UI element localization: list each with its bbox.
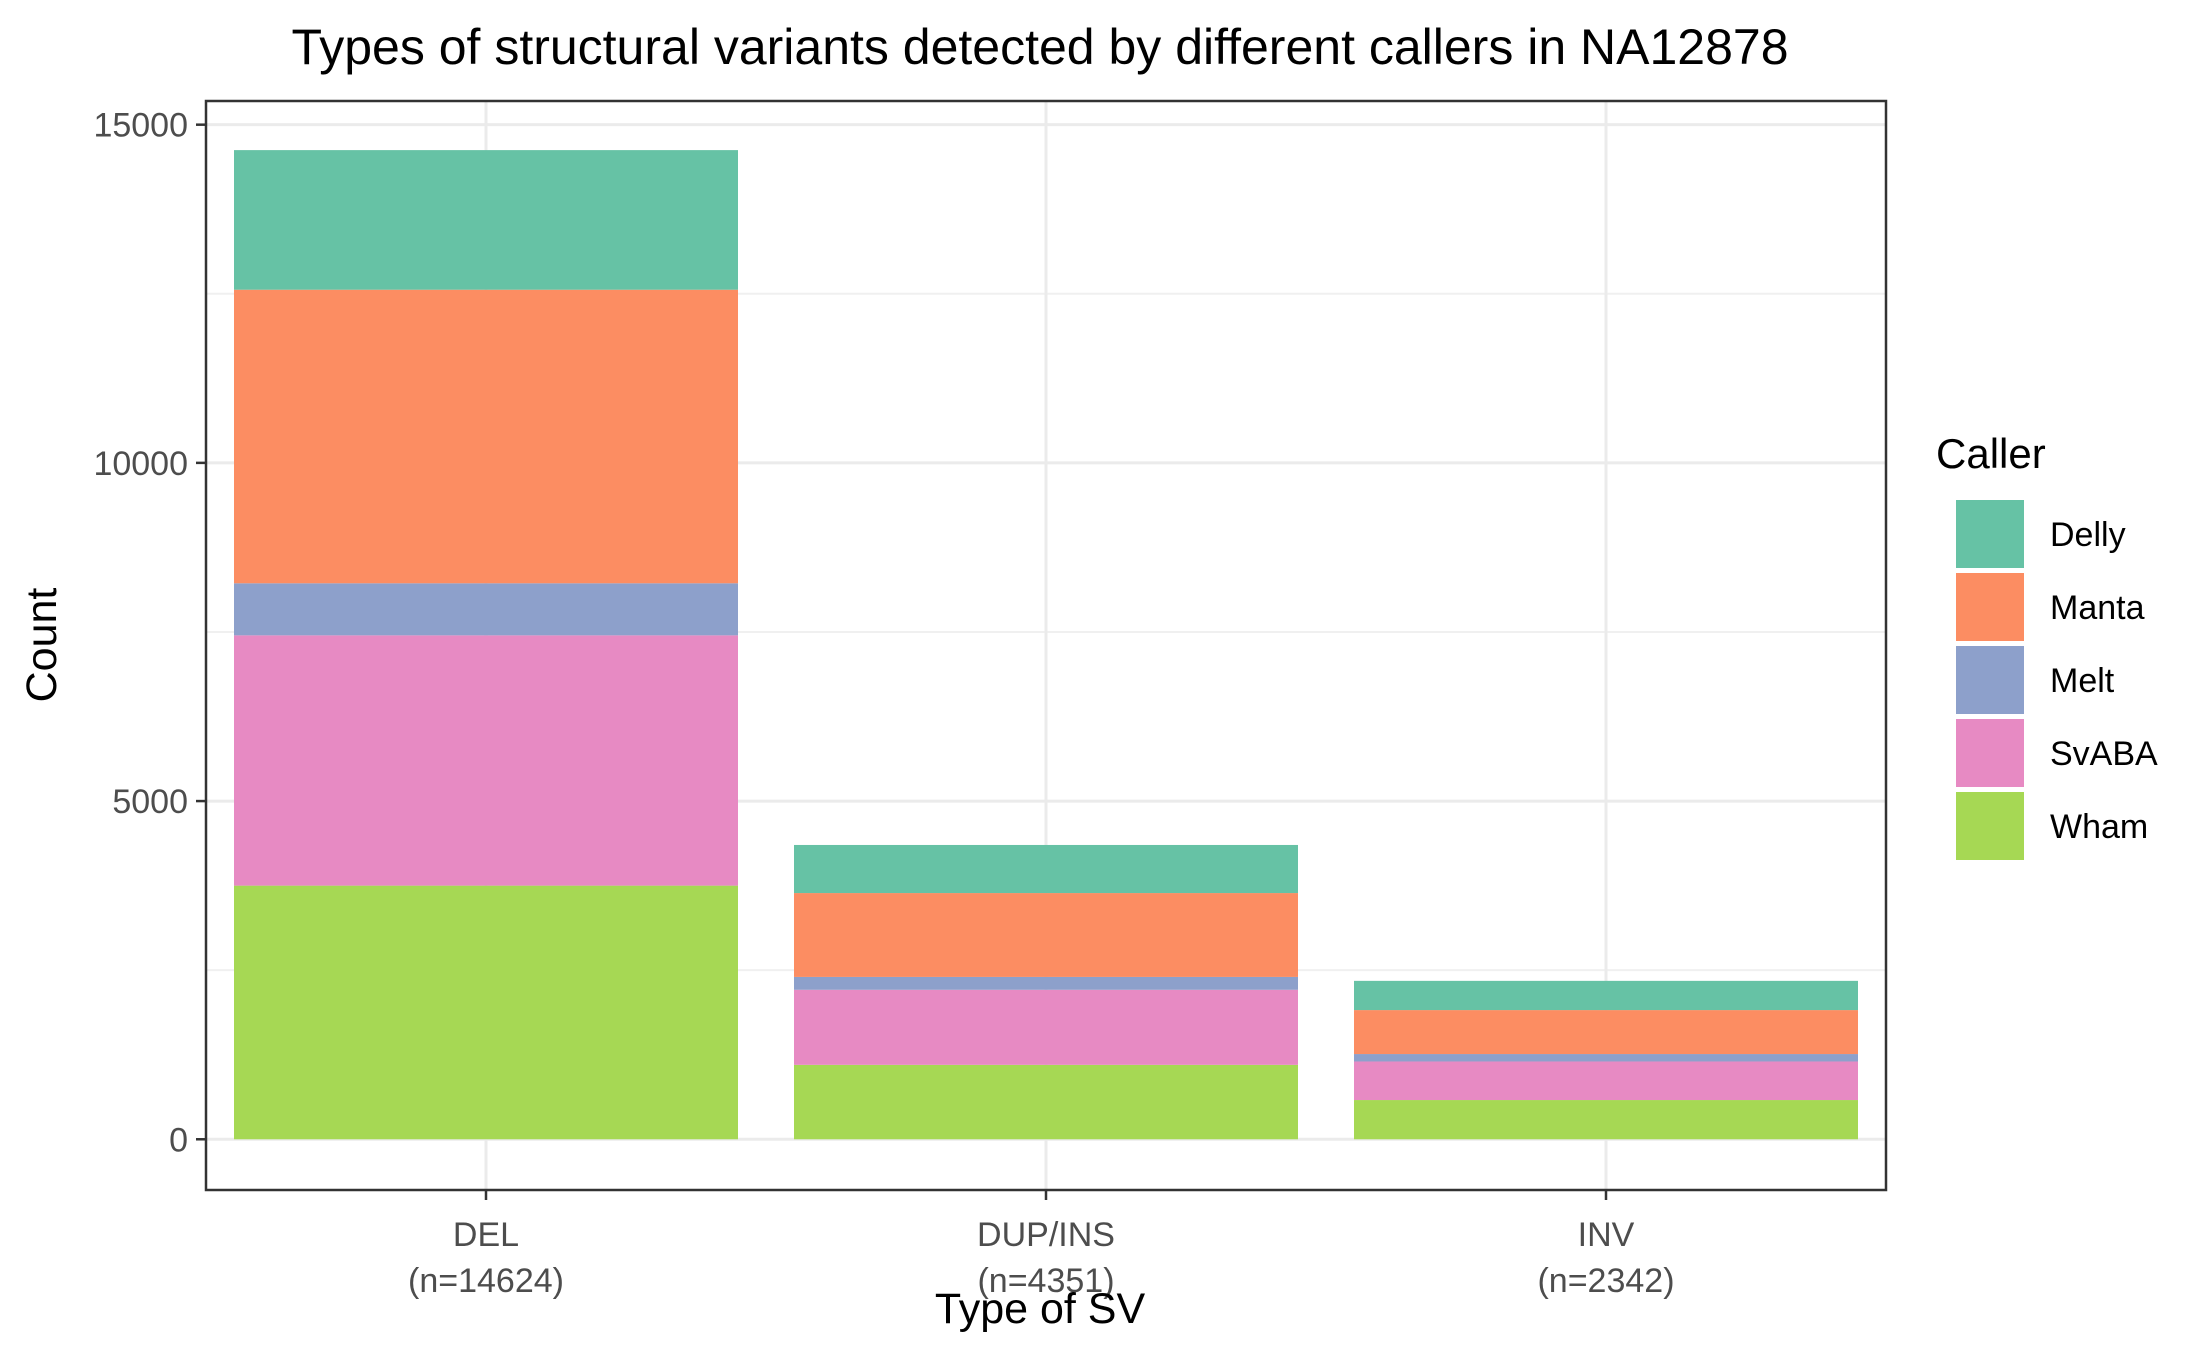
legend-title: Caller: [1936, 430, 2046, 477]
legend: Caller Delly Manta Melt SvABA Wham: [1936, 430, 2158, 860]
plot-area: 0 5000 10000 15000 DEL (n=14624) DUP/INS (n=435…: [93, 99, 1888, 1300]
x-tick-label: DUP/INS: [977, 1216, 1115, 1254]
legend-label-delly: Delly: [2050, 516, 2126, 554]
y-tick-label: 15000: [93, 107, 188, 145]
bar-manta-3: [1354, 1010, 1858, 1055]
bar-delly-3: [1354, 980, 1858, 1011]
bar-wham-3: [1354, 1100, 1858, 1140]
x-tick-label: INV: [1578, 1216, 1635, 1254]
bar-melt-2: [794, 976, 1298, 990]
bar-manta-1: [234, 289, 738, 584]
legend-label-manta: Manta: [2050, 589, 2145, 627]
legend-key-manta: [1956, 573, 2024, 641]
x-tick-count-label: (n=2342): [1537, 1262, 1674, 1300]
bar-svaba-2: [794, 989, 1298, 1065]
x-tick-count-label: (n=4351): [977, 1262, 1114, 1300]
bar-delly-2: [794, 844, 1298, 894]
bar-melt-3: [1354, 1054, 1858, 1062]
y-tick-label: 10000: [93, 445, 188, 483]
bar-svaba-1: [234, 635, 738, 886]
legend-key-melt: [1956, 646, 2024, 714]
chart-title: Types of structural variants detected by…: [291, 19, 1788, 75]
legend-key-wham: [1956, 792, 2024, 860]
bar-manta-2: [794, 893, 1298, 977]
bar-wham-1: [234, 885, 738, 1140]
bar-svaba-3: [1354, 1061, 1858, 1101]
x-tick-count-label: (n=14624): [408, 1262, 564, 1300]
x-tick-label: DEL: [453, 1216, 519, 1254]
y-tick-label: 5000: [112, 783, 188, 821]
bar-delly-1: [234, 150, 738, 290]
x-axis-title: Type of SV: [935, 1285, 1146, 1333]
bar-melt-1: [234, 583, 738, 636]
y-tick-label: 0: [169, 1121, 188, 1159]
y-axis-title: Count: [18, 588, 66, 703]
legend-key-delly: [1956, 500, 2024, 568]
legend-label-svaba: SvABA: [2050, 735, 2158, 773]
bar-wham-2: [794, 1064, 1298, 1140]
legend-key-svaba: [1956, 719, 2024, 787]
legend-label-melt: Melt: [2050, 662, 2115, 700]
legend-label-wham: Wham: [2050, 808, 2148, 846]
